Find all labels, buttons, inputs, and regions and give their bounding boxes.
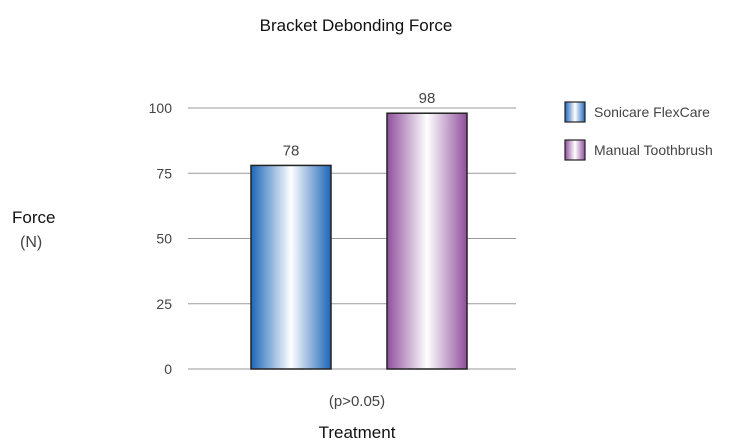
y-tick-label-100: 100 xyxy=(149,100,173,116)
y-axis-unit: (N) xyxy=(20,234,42,251)
legend-swatch-0 xyxy=(564,101,586,123)
y-tick-label-0: 0 xyxy=(164,361,172,377)
legend-label-0: Sonicare FlexCare xyxy=(594,104,710,120)
y-tick-label-25: 25 xyxy=(156,296,172,312)
x-axis-label: Treatment xyxy=(319,423,396,442)
bar-layer xyxy=(250,112,468,370)
legend: Sonicare FlexCare Manual Toothbrush xyxy=(564,101,713,161)
bar-sonicare-flexcare xyxy=(250,164,332,370)
data-label-0: 78 xyxy=(283,142,300,159)
chart-title: Bracket Debonding Force xyxy=(260,16,453,35)
bar-manual-toothbrush xyxy=(386,112,468,370)
y-tick-label-50: 50 xyxy=(156,231,172,247)
y-tick-label-75: 75 xyxy=(156,165,172,181)
y-axis-label: Force xyxy=(12,208,55,227)
data-label-1: 98 xyxy=(419,90,436,107)
legend-label-1: Manual Toothbrush xyxy=(594,142,713,158)
legend-swatch-1 xyxy=(564,139,586,161)
significance-note: (p>0.05) xyxy=(329,393,385,410)
y-tick-labels: 0 25 50 75 100 xyxy=(149,100,173,377)
data-labels: 78 98 xyxy=(283,90,436,159)
